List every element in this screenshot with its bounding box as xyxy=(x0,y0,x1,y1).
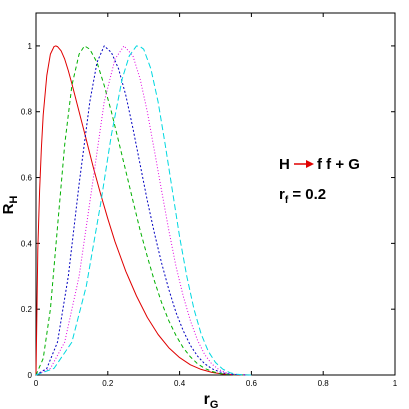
x-tick-label: 0.2 xyxy=(102,379,114,388)
x-axis-label-sub: G xyxy=(210,399,219,409)
series-layer xyxy=(35,45,252,376)
series-line-1 xyxy=(35,45,252,376)
y-tick-label: 0.4 xyxy=(21,239,33,248)
process-right: f f + G xyxy=(317,156,360,173)
y-axis-label: RH xyxy=(0,196,20,215)
param-annotation: rf = 0.2 xyxy=(279,186,326,206)
y-tick-label: 0.2 xyxy=(21,305,33,314)
series-line-2 xyxy=(35,45,252,376)
x-tick-label: 0.8 xyxy=(318,379,330,388)
y-tick-label: 1 xyxy=(28,42,33,51)
arrow-head-icon xyxy=(306,160,314,168)
x-axis-label: rG xyxy=(204,391,219,409)
process-annotation: H f f + G xyxy=(279,156,360,173)
x-axis-label-main: r xyxy=(204,391,210,408)
svg-text:RH: RH xyxy=(0,196,20,215)
x-tick-label: 0.4 xyxy=(174,379,186,388)
ticks: 0 0.2 0.4 0.6 0.8 1 0 0.2 0.4 0.6 0.8 1 xyxy=(21,13,398,388)
x-tick-label: 1 xyxy=(393,379,398,388)
x-tick-label: 0.6 xyxy=(246,379,258,388)
y-axis-label-main: R xyxy=(0,203,17,214)
plot-frame xyxy=(35,12,396,376)
y-tick-label: 0.6 xyxy=(21,174,33,183)
y-tick-label: 0 xyxy=(28,371,33,380)
param-main: r xyxy=(279,186,285,203)
series-line-5 xyxy=(35,45,252,376)
x-tick-label: 0 xyxy=(34,379,39,388)
y-tick-label: 0.8 xyxy=(21,108,33,117)
series-line-3 xyxy=(35,45,252,376)
process-left: H xyxy=(279,156,290,173)
y-axis-label-sub: H xyxy=(8,196,20,204)
param-sub: f xyxy=(285,195,289,206)
series-line-4 xyxy=(35,45,252,376)
param-value: = 0.2 xyxy=(288,186,326,203)
